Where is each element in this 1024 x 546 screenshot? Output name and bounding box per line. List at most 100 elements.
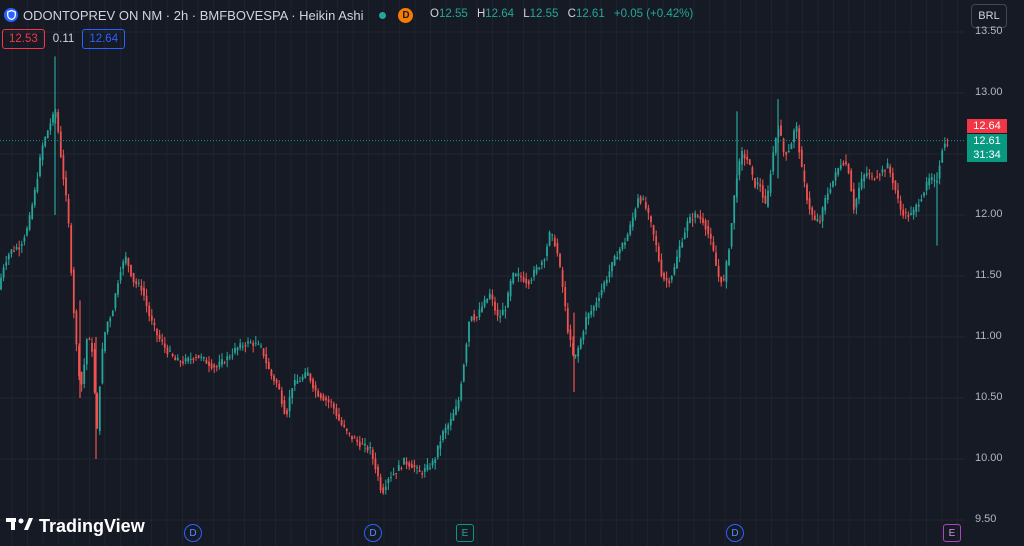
candle-body xyxy=(837,168,840,175)
candle-body xyxy=(314,385,317,391)
candle-body xyxy=(618,249,621,254)
shield-icon xyxy=(4,8,18,22)
candle-body xyxy=(20,244,23,246)
candle-body xyxy=(455,406,457,415)
candle-body xyxy=(392,473,395,476)
candle-body xyxy=(910,212,912,215)
candle-body xyxy=(475,316,478,318)
candle-body xyxy=(488,293,491,299)
candle-body xyxy=(273,375,275,382)
candle-body xyxy=(889,166,892,174)
candle-body xyxy=(340,420,343,425)
candle-body xyxy=(572,343,574,356)
candle-body xyxy=(46,130,49,139)
earnings-event-marker[interactable]: E xyxy=(943,524,961,542)
candle-body xyxy=(626,234,629,241)
candle-body xyxy=(423,468,426,472)
dividend-badge[interactable]: D xyxy=(398,7,414,23)
candle-body xyxy=(275,379,278,384)
candle-body xyxy=(104,332,106,352)
candle-body xyxy=(587,313,590,319)
candle-body xyxy=(57,112,60,132)
candle-body xyxy=(200,356,203,358)
candle-body xyxy=(241,346,244,348)
candle-body xyxy=(114,293,117,309)
candle-body xyxy=(377,466,379,477)
candle-body xyxy=(88,338,91,340)
candle-body xyxy=(468,321,470,342)
candle-body xyxy=(943,143,946,148)
tradingview-logo[interactable]: TradingView xyxy=(6,516,145,537)
candle-body xyxy=(582,331,585,340)
trade-buttons: 12.53 0.11 12.64 xyxy=(2,29,126,49)
candle-body xyxy=(821,207,824,222)
candle-body xyxy=(733,195,736,224)
candle-body xyxy=(928,178,931,186)
candle-body xyxy=(390,476,392,478)
candle-body xyxy=(202,357,205,359)
green-dot-icon xyxy=(379,11,387,19)
candle-body xyxy=(795,126,798,132)
candle-body xyxy=(683,232,686,239)
candle-body xyxy=(351,435,353,440)
candle-body xyxy=(208,361,210,366)
candle-body xyxy=(759,184,762,187)
candle-body xyxy=(369,446,372,449)
candle-body xyxy=(283,400,286,414)
symbol-title[interactable]: ODONTOPREV ON NM · 2h · BMFBOVESPA · Hei… xyxy=(23,7,364,23)
candle-body xyxy=(262,348,265,356)
candle-body xyxy=(158,334,161,340)
candle-body xyxy=(826,193,829,200)
candle-body xyxy=(616,256,619,260)
currency-button[interactable]: BRL xyxy=(971,4,1007,28)
candle-body xyxy=(296,381,299,384)
candle-body xyxy=(327,399,330,402)
candle-body xyxy=(551,234,554,236)
candle-body xyxy=(930,177,933,181)
symbol-header[interactable]: ODONTOPREV ON NM · 2h · BMFBOVESPA · Hei… xyxy=(4,5,414,25)
candle-body xyxy=(496,309,499,316)
candle-body xyxy=(535,267,538,273)
dividend-event-marker[interactable]: D xyxy=(364,524,382,542)
candle-body xyxy=(397,465,400,471)
candle-body xyxy=(106,321,109,333)
candle-body xyxy=(644,201,647,209)
candle-body xyxy=(150,315,153,321)
candle-body xyxy=(5,262,8,266)
candle-body xyxy=(343,424,346,427)
candle-body xyxy=(941,150,944,163)
dividend-event-marker[interactable]: D xyxy=(184,524,202,542)
candle-body xyxy=(109,318,112,322)
candle-body xyxy=(668,280,671,284)
candle-body xyxy=(31,204,34,219)
candle-body xyxy=(813,215,816,220)
candle-body xyxy=(195,356,197,358)
candle-body xyxy=(374,458,377,470)
sell-button[interactable]: 12.53 xyxy=(2,29,45,49)
price-tick-label: 13.00 xyxy=(975,86,1003,98)
candle-body xyxy=(166,347,169,355)
candle-body xyxy=(631,217,634,227)
candle-body xyxy=(917,204,920,207)
candle-body xyxy=(182,361,184,364)
candle-body xyxy=(860,178,863,189)
candle-body xyxy=(696,215,699,217)
dividend-event-marker[interactable]: D xyxy=(726,524,744,542)
last-price-tag: 12.61 xyxy=(967,134,1007,148)
candle-body xyxy=(829,189,832,193)
candle-body xyxy=(65,177,67,196)
candle-body xyxy=(785,151,788,155)
candle-body xyxy=(330,401,333,403)
candle-body xyxy=(865,173,868,176)
buy-button[interactable]: 12.64 xyxy=(82,29,126,49)
candle-body xyxy=(293,380,296,386)
candle-body xyxy=(808,197,811,210)
open-label: O xyxy=(430,8,439,20)
candle-body xyxy=(709,233,712,239)
candle-body xyxy=(512,272,515,284)
earnings-event-marker[interactable]: E xyxy=(456,524,474,542)
candle-body xyxy=(585,317,587,330)
candle-body xyxy=(137,282,140,284)
candle-body xyxy=(2,267,5,278)
